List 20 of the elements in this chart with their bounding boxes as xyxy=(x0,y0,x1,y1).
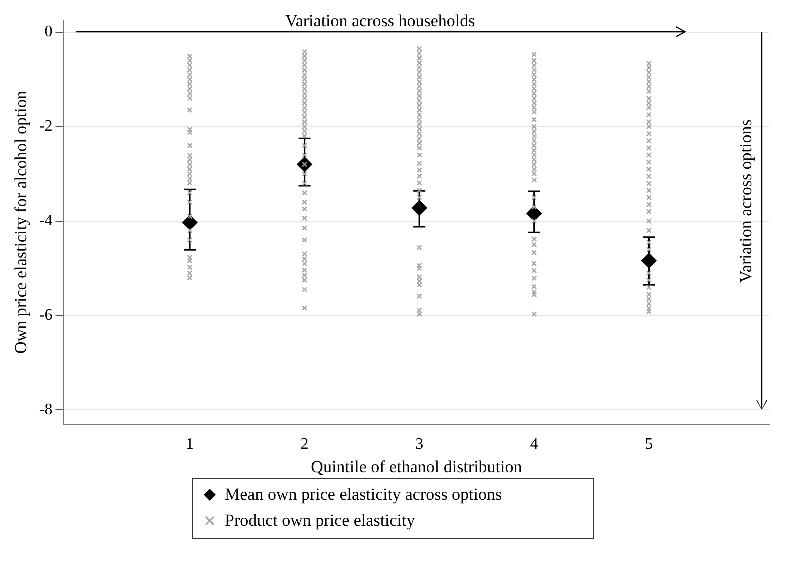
annotation: Variation across households xyxy=(285,11,476,30)
x-tick-label: 4 xyxy=(530,436,538,454)
point xyxy=(642,253,657,269)
legend-label: Mean own price elasticity across options xyxy=(225,484,502,506)
x-tick-label: 5 xyxy=(645,436,654,454)
point xyxy=(412,200,428,216)
x-tick-label: 3 xyxy=(416,436,424,454)
y-tick-label: -2 xyxy=(39,118,53,136)
y-tick-label: 0 xyxy=(44,24,53,41)
x-tick-label: 2 xyxy=(300,436,309,454)
legend-label: Product own price elasticity xyxy=(225,510,416,532)
y-axis-title: Own price elasticity for alcohol option xyxy=(12,90,31,354)
y-tick-label: -6 xyxy=(39,306,53,324)
y-tick-label: -8 xyxy=(39,401,53,418)
point xyxy=(182,215,198,230)
x-axis-title: Quintile of ethanol distribution xyxy=(311,457,523,476)
y-tick-label: -4 xyxy=(39,212,53,230)
x-tick-label: 1 xyxy=(186,436,194,454)
point xyxy=(526,206,542,222)
annotation: Variation across options xyxy=(736,120,756,283)
